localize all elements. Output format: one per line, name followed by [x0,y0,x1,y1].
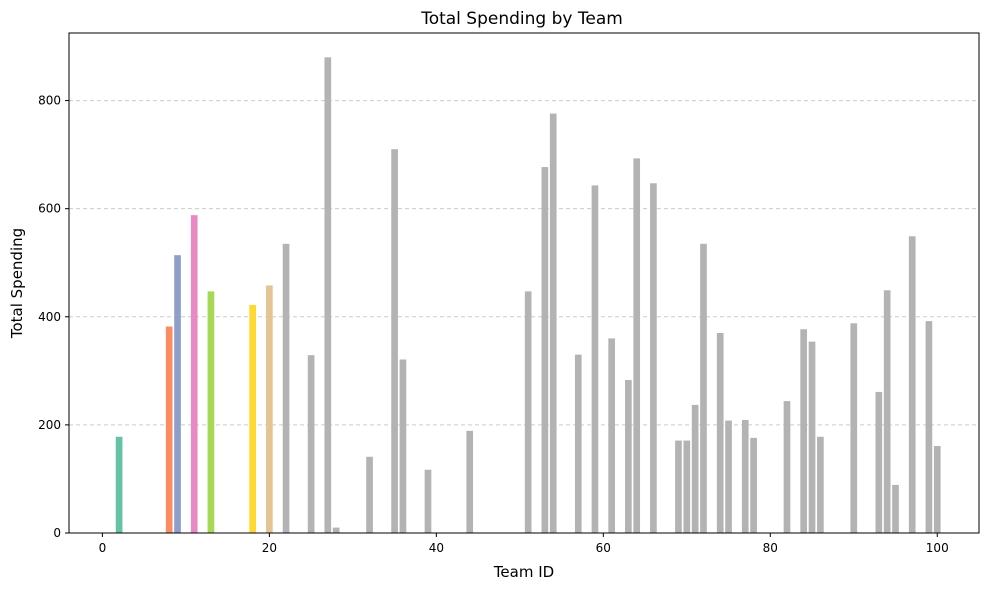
x-tick-label: 80 [763,541,778,555]
bars-group [115,57,941,534]
bar [808,341,816,533]
bar [324,57,332,533]
bar [817,436,824,533]
x-tick-label: 40 [429,541,444,555]
bar [800,329,808,533]
bar [391,149,398,533]
bar [650,183,657,533]
bar [541,167,549,533]
x-tick-label: 0 [99,541,107,555]
bar [332,527,340,533]
bar [783,401,791,533]
bar [207,291,215,533]
x-tick-label: 60 [596,541,611,555]
bar [691,404,699,533]
y-tick-label: 200 [38,418,61,432]
bar [725,420,732,533]
bar [933,445,941,533]
bar [741,420,749,533]
bar [908,236,916,534]
bar [750,437,757,533]
bar [165,326,173,533]
bar [892,484,899,533]
y-axis-label: Total Spending [8,228,26,339]
bar [633,158,641,534]
bar [625,380,632,533]
bar [115,436,123,533]
bar [883,290,891,533]
bar [524,291,532,533]
x-tick-label: 100 [926,541,949,555]
bar [850,323,858,533]
bar [190,215,198,533]
bar [608,338,615,533]
bar [683,440,691,533]
grid-lines [69,100,979,426]
bar [366,456,373,533]
bar [700,243,707,534]
y-tick-label: 0 [53,526,61,540]
bar [716,333,724,533]
plot-frame [68,32,980,534]
bar [307,355,315,533]
y-tick-label: 600 [38,202,61,216]
x-axis-ticks: 0 20 40 60 80 100 [99,533,949,555]
bar [399,359,407,533]
bar [249,304,257,533]
bar [675,440,682,533]
chart-title: Total Spending by Team [420,9,623,29]
bar [574,354,582,533]
bar [549,113,557,534]
bar [266,285,273,533]
y-tick-label: 400 [38,310,61,324]
y-axis-ticks: 0 200 400 600 800 [38,94,69,540]
bar [875,391,883,533]
bar [424,469,432,533]
x-axis-label: Team ID [493,563,554,581]
bar [466,430,474,533]
bar [282,243,290,534]
bar [925,321,933,533]
x-tick-label: 20 [262,541,277,555]
bar [174,255,181,533]
y-tick-label: 800 [38,94,61,108]
bar [591,185,599,533]
